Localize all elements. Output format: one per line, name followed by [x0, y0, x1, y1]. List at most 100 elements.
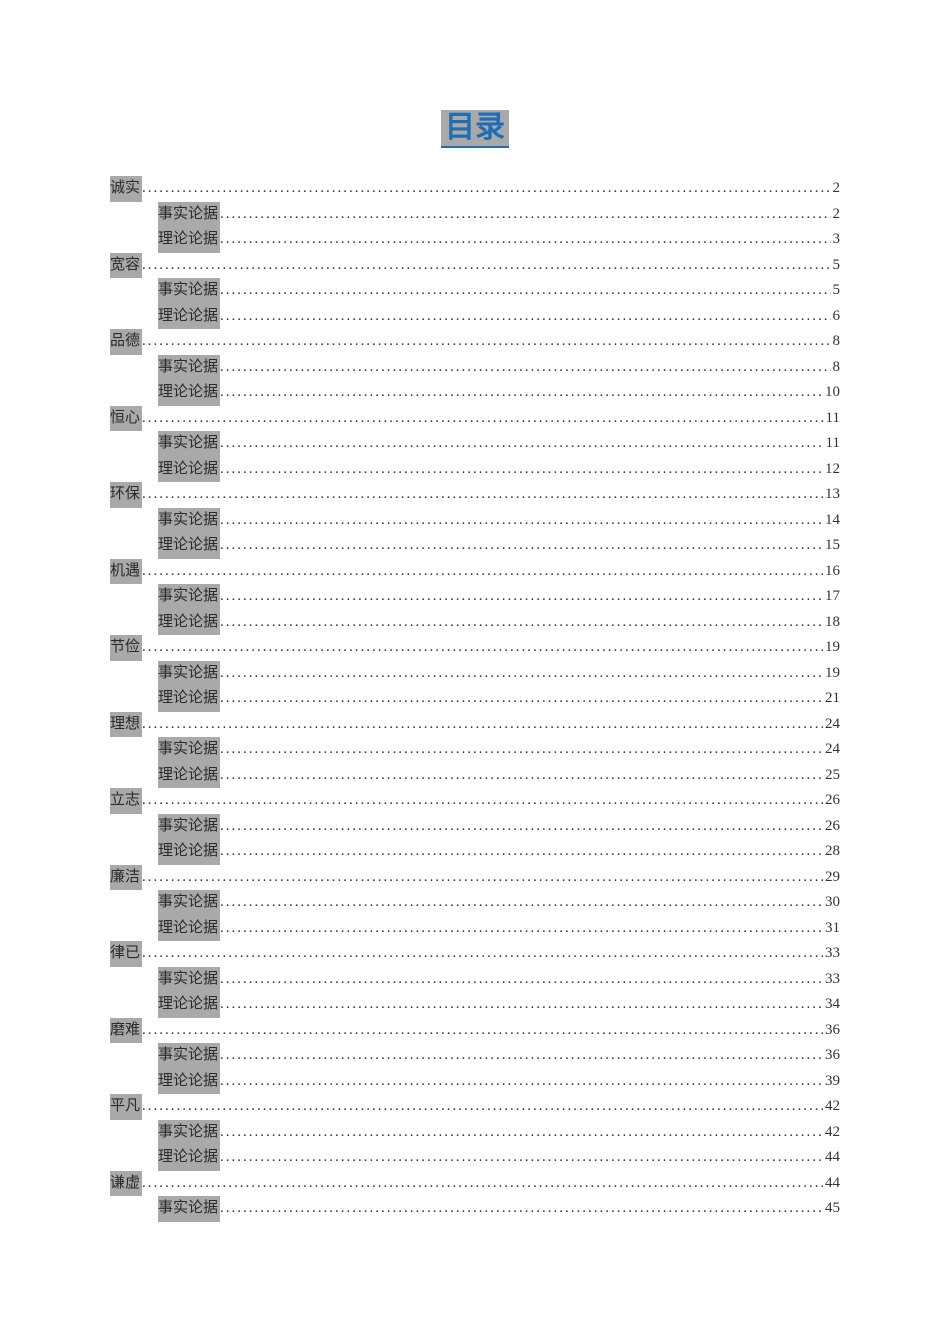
toc-entry[interactable]: 事实论据30	[110, 890, 840, 916]
toc-label-highlight: 事实论据	[158, 584, 220, 610]
toc-label-highlight: 宽容	[110, 253, 142, 279]
toc-label: 事实论据	[158, 588, 218, 604]
toc-leader-dots	[220, 610, 823, 636]
toc-entry[interactable]: 理论论据15	[110, 533, 840, 559]
title-container: 目录	[110, 110, 840, 148]
toc-entry[interactable]: 理论论据31	[110, 916, 840, 942]
toc-entry[interactable]: 环保 13	[110, 482, 840, 508]
toc-label-highlight: 理论论据	[158, 1069, 220, 1095]
toc-page-number: 26	[823, 814, 840, 840]
toc-label-highlight: 诚实	[110, 176, 142, 202]
toc-entry[interactable]: 理论论据21	[110, 686, 840, 712]
toc-page-number: 36	[823, 1043, 840, 1069]
toc-leader-dots	[220, 1145, 823, 1171]
toc-leader-dots	[220, 661, 823, 687]
toc-entry[interactable]: 事实论据2	[110, 202, 840, 228]
toc-page-number: 16	[823, 559, 840, 585]
toc-label: 事实论据	[158, 971, 218, 987]
toc-entry[interactable]: 律已33	[110, 941, 840, 967]
toc-entry[interactable]: 理论论据25	[110, 763, 840, 789]
toc-label: 理论论据	[158, 461, 218, 477]
toc-label-highlight: 事实论据	[158, 355, 220, 381]
toc-leader-dots	[220, 1043, 823, 1069]
toc-entry[interactable]: 事实论据19	[110, 661, 840, 687]
toc-entry[interactable]: 事实论据45	[110, 1196, 840, 1222]
toc-entry[interactable]: 恒心11	[110, 406, 840, 432]
toc-entry[interactable]: 事实论据14	[110, 508, 840, 534]
toc-label: 宽容	[110, 257, 140, 273]
toc-entry[interactable]: 理论论据10	[110, 380, 840, 406]
toc-label-highlight: 理论论据	[158, 1145, 220, 1171]
toc-label-highlight: 理想	[110, 712, 142, 738]
toc-page-number: 3	[831, 227, 841, 253]
toc-entry[interactable]: 理论论据34	[110, 992, 840, 1018]
toc-label-highlight: 事实论据	[158, 814, 220, 840]
toc-entry[interactable]: 节俭19	[110, 635, 840, 661]
toc-label: 理论论据	[158, 384, 218, 400]
toc-leader-dots	[142, 1094, 823, 1120]
toc-page-number: 2	[831, 202, 841, 228]
toc-leader-dots	[220, 1069, 823, 1095]
toc-label: 理论论据	[158, 614, 218, 630]
toc-label: 立志	[110, 792, 140, 808]
toc-entry[interactable]: 理论论据12	[110, 457, 840, 483]
toc-label: 事实论据	[158, 894, 218, 910]
toc-label-highlight: 理论论据	[158, 380, 220, 406]
toc-entry[interactable]: 诚实2	[110, 176, 840, 202]
toc-label: 磨难	[110, 1022, 140, 1038]
toc-leader-dots	[142, 1018, 823, 1044]
toc-leader-dots	[142, 253, 830, 279]
toc-label: 品德	[110, 333, 140, 349]
toc-label-highlight: 环保	[110, 482, 142, 508]
toc-entry[interactable]: 廉洁29	[110, 865, 840, 891]
toc-page-number: 34	[823, 992, 840, 1018]
toc-leader-dots	[220, 278, 830, 304]
toc-leader-dots	[220, 304, 830, 330]
toc-entry[interactable]: 事实论据 36	[110, 1043, 840, 1069]
toc-entry[interactable]: 事实论据 26	[110, 814, 840, 840]
toc-entry[interactable]: 理论论据 18	[110, 610, 840, 636]
toc-label: 环保	[110, 486, 140, 502]
toc-entry[interactable]: 理论论据6	[110, 304, 840, 330]
toc-label: 律已	[110, 945, 140, 961]
toc-label: 平凡	[110, 1098, 140, 1114]
toc-label: 事实论据	[158, 1047, 218, 1063]
toc-entry[interactable]: 宽容5	[110, 253, 840, 279]
toc-entry[interactable]: 理论论据28	[110, 839, 840, 865]
toc-label: 事实论据	[158, 1200, 218, 1216]
toc-entry[interactable]: 事实论据24	[110, 737, 840, 763]
toc-entry[interactable]: 事实论据5	[110, 278, 840, 304]
toc-label-highlight: 理论论据	[158, 304, 220, 330]
toc-entry[interactable]: 事实论据8	[110, 355, 840, 381]
toc-label: 事实论据	[158, 282, 218, 298]
toc-label-highlight: 廉洁	[110, 865, 142, 891]
toc-leader-dots	[142, 482, 823, 508]
toc-entry[interactable]: 磨难36	[110, 1018, 840, 1044]
toc-entry[interactable]: 事实论据11	[110, 431, 840, 457]
toc-entry[interactable]: 谦虚44	[110, 1171, 840, 1197]
toc-page-number: 19	[823, 661, 840, 687]
toc-leader-dots	[220, 839, 823, 865]
page-title: 目录	[441, 110, 509, 148]
toc-entry[interactable]: 理想24	[110, 712, 840, 738]
toc-entry[interactable]: 事实论据17	[110, 584, 840, 610]
toc-leader-dots	[220, 355, 830, 381]
toc-entry[interactable]: 事实论据33	[110, 967, 840, 993]
toc-entry[interactable]: 理论论据3	[110, 227, 840, 253]
toc-leader-dots	[220, 457, 823, 483]
toc-label: 诚实	[110, 180, 140, 196]
toc-entry[interactable]: 机遇16	[110, 559, 840, 585]
toc-entry[interactable]: 理论论据39	[110, 1069, 840, 1095]
toc-label-highlight: 律已	[110, 941, 142, 967]
toc-page-number: 18	[823, 610, 840, 636]
toc-entry[interactable]: 事实论据42	[110, 1120, 840, 1146]
toc-entry[interactable]: 理论论据44	[110, 1145, 840, 1171]
toc-label: 理论论据	[158, 767, 218, 783]
toc-page-number: 13	[823, 482, 840, 508]
toc-entry[interactable]: 立志26	[110, 788, 840, 814]
toc-label: 理论论据	[158, 843, 218, 859]
toc-entry[interactable]: 平凡42	[110, 1094, 840, 1120]
toc-label: 事实论据	[158, 818, 218, 834]
toc-entry[interactable]: 品德8	[110, 329, 840, 355]
toc-label-highlight: 谦虚	[110, 1171, 142, 1197]
